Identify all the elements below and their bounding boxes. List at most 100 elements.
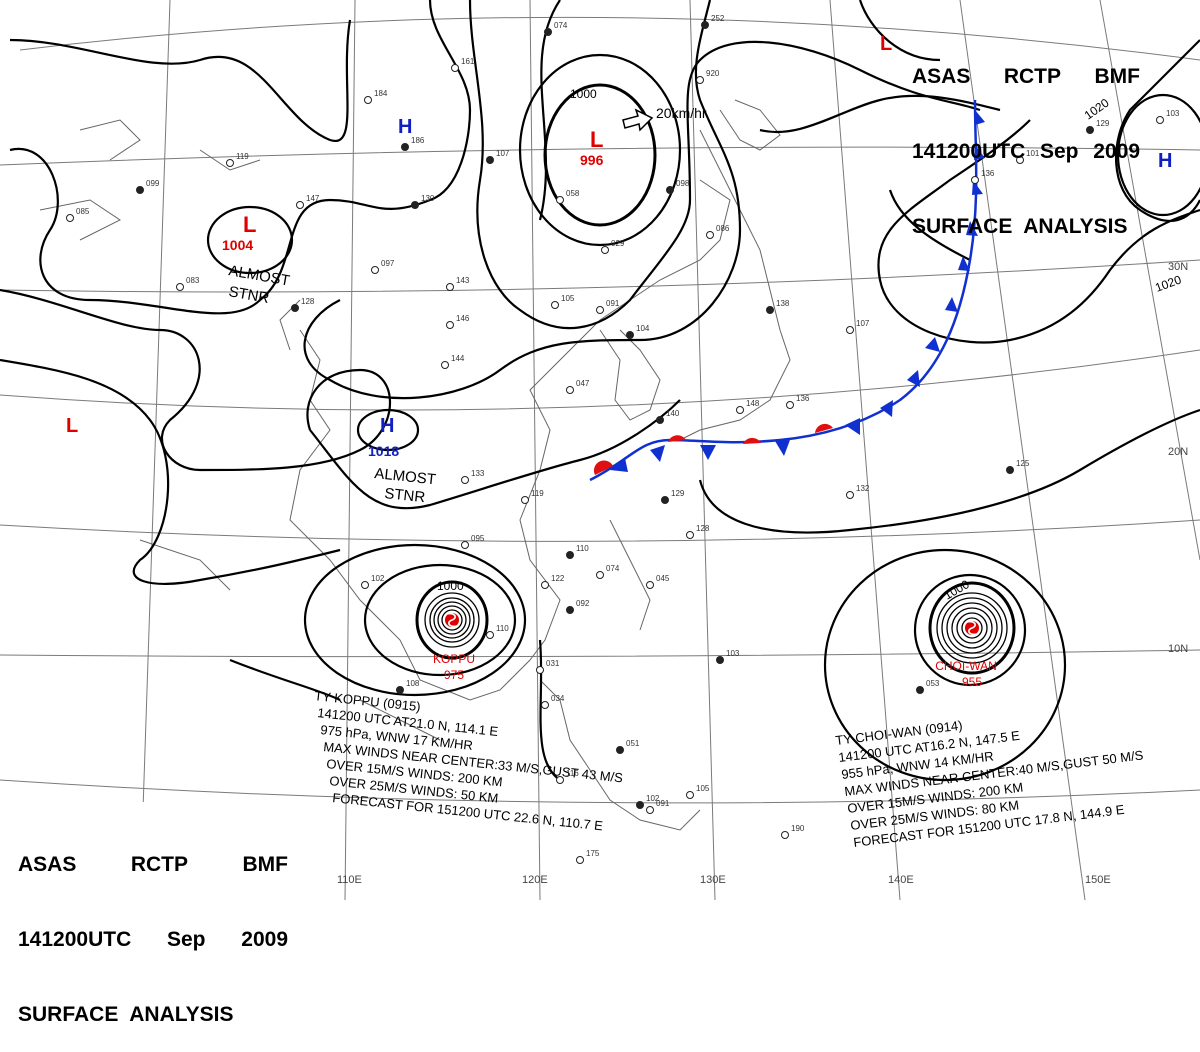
header-bottom-time: 141200UTC (18, 928, 132, 951)
weather-map: L 996 L 1004 H 1018 H H L L ALMOST STNR … (0, 0, 1200, 900)
lon-label: 130E (700, 874, 726, 886)
station-pressure-code: 102 (371, 574, 385, 583)
header-top: ASAS RCTP BMF 141200UTC Sep 2009 SURFACE ANA… (912, 14, 1140, 264)
station-pressure-code: 128 (696, 524, 710, 533)
station-pressure-code: 091 (656, 799, 670, 808)
station-pressure-code: 147 (306, 194, 320, 203)
header-bottom-code: BMF (242, 853, 289, 876)
station-marker (786, 401, 794, 409)
choiwan-pressure: 955 (962, 675, 982, 689)
station-marker (566, 606, 574, 614)
header-top-title: SURFACE ANALYSIS (912, 215, 1128, 238)
lon-label: 140E (888, 874, 914, 886)
station-marker (486, 156, 494, 164)
station-pressure-code: 129 (671, 489, 685, 498)
station-marker (646, 806, 654, 814)
station-marker (541, 701, 549, 709)
high-center-1018-value: 1018 (368, 443, 399, 459)
lat-label: 30N (1168, 261, 1188, 273)
station-pressure-code: 128 (301, 297, 315, 306)
station-pressure-code: 107 (496, 149, 510, 158)
station-pressure-code: 074 (606, 564, 620, 573)
header-top-code: BMF (1094, 65, 1141, 88)
low-center-996-value: 996 (580, 152, 604, 168)
motion-arrow (622, 108, 654, 132)
almost-stnr-1-line2: STNR (227, 283, 270, 307)
station-pressure-code: 122 (551, 574, 565, 583)
station-pressure-code: 130 (421, 194, 435, 203)
low-center-1004-letter: L (243, 212, 256, 237)
station-pressure-code: 098 (676, 179, 690, 188)
station-pressure-code: 252 (711, 14, 725, 23)
speed-note: 20km/hr (656, 105, 707, 121)
station-marker (461, 476, 469, 484)
station-marker (596, 306, 604, 314)
station-marker (66, 214, 74, 222)
graticule-labels: 110E 120E 130E 140E 150E 30N 20N 10N (337, 261, 1188, 886)
station-pressure-code: 186 (411, 136, 425, 145)
station-pressure-code: 031 (546, 659, 560, 668)
header-bottom-year: 2009 (241, 928, 288, 951)
isobar-label: 1000 (437, 579, 464, 593)
station-marker (626, 331, 634, 339)
station-marker (551, 301, 559, 309)
station-plots: 074 161 184 186 147 119 099 085 083 130 097 143 128 1… (66, 14, 1180, 864)
station-marker (556, 776, 564, 784)
station-marker (736, 406, 744, 414)
station-marker (556, 196, 564, 204)
station-marker (396, 686, 404, 694)
koppu-name: KOPPU (433, 652, 475, 666)
station-pressure-code: 161 (461, 57, 475, 66)
station-pressure-code: 103 (1166, 109, 1180, 118)
lon-label: 150E (1085, 874, 1111, 886)
header-top-station: RCTP (1003, 65, 1062, 88)
low-center-996-letter: L (590, 127, 603, 152)
station-marker (296, 201, 304, 209)
header-bottom-station: RCTP (130, 853, 189, 876)
station-marker (686, 791, 694, 799)
station-pressure-code: 105 (561, 294, 575, 303)
station-pressure-code: 051 (626, 739, 640, 748)
pressure-centers: L 996 L 1004 H 1018 H H L L (66, 33, 1172, 459)
station-marker (701, 21, 709, 29)
low-center-1004-value: 1004 (222, 237, 253, 253)
station-marker (766, 306, 774, 314)
station-marker (521, 496, 529, 504)
isobar-label: 1000 (570, 87, 597, 101)
station-marker (446, 283, 454, 291)
station-pressure-code: 190 (791, 824, 805, 833)
choiwan-name: CHOI-WAN (935, 659, 997, 673)
station-marker (176, 283, 184, 291)
station-marker (461, 541, 469, 549)
station-marker (846, 326, 854, 334)
almost-stnr-2-line2: STNR (384, 485, 427, 506)
station-marker (451, 64, 459, 72)
station-marker (226, 159, 234, 167)
station-pressure-code: 107 (856, 319, 870, 328)
high-center-1018-letter: H (380, 415, 394, 437)
station-pressure-code: 110 (496, 624, 509, 633)
station-pressure-code: 110 (576, 544, 589, 553)
high-center-east-letter: H (1158, 150, 1172, 172)
station-marker (1016, 156, 1024, 164)
station-pressure-code: 097 (381, 259, 395, 268)
station-pressure-code: 148 (746, 399, 760, 408)
station-marker (446, 321, 454, 329)
header-top-time: 141200UTC (912, 140, 1026, 163)
header-top-month: Sep (1040, 140, 1079, 163)
station-pressure-code: 103 (726, 649, 740, 658)
low-center-ne-letter: L (880, 33, 892, 55)
station-marker (666, 186, 674, 194)
station-pressure-code: 102 (646, 794, 660, 803)
stationary-front (589, 99, 985, 482)
station-pressure-code: 125 (1016, 459, 1030, 468)
station-pressure-code: 091 (606, 299, 620, 308)
station-pressure-code: 116 (566, 769, 579, 778)
low-center-west-letter: L (66, 415, 78, 437)
header-bottom-agency: ASAS (18, 853, 77, 876)
station-marker (361, 581, 369, 589)
station-marker (411, 201, 419, 209)
station-marker (846, 491, 854, 499)
station-pressure-code: 086 (716, 224, 730, 233)
station-marker (616, 746, 624, 754)
